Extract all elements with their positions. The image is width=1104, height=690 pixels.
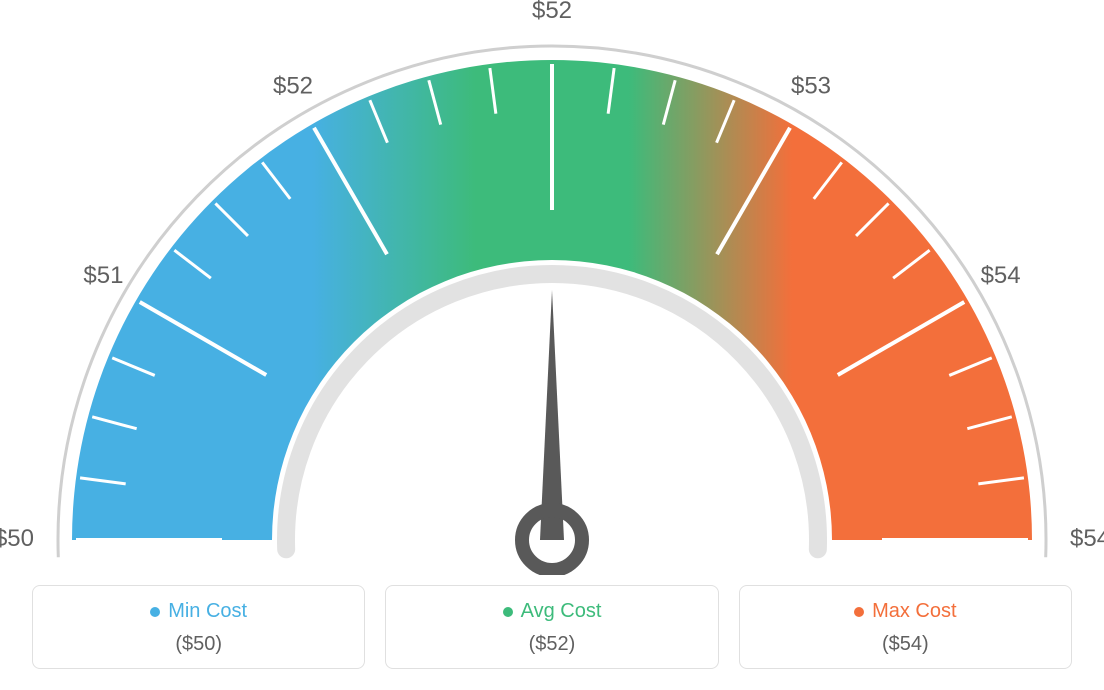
legend-max-title: Max Cost xyxy=(740,600,1071,623)
dot-min xyxy=(150,607,160,617)
legend-row: Min Cost ($50) Avg Cost ($52) Max Cost (… xyxy=(32,585,1072,669)
svg-text:$50: $50 xyxy=(0,525,34,552)
legend-min-value: ($50) xyxy=(33,633,364,656)
svg-text:$51: $51 xyxy=(83,262,123,289)
cost-gauge-container: $50 $51 $52 $52 $53 $54 $54 Min Cost ($50) Avg… xyxy=(0,0,1104,690)
gauge-svg: $50 $51 $52 $52 $53 $54 $54 xyxy=(0,0,1104,575)
legend-avg-value: ($52) xyxy=(386,633,717,656)
svg-text:$52: $52 xyxy=(532,0,572,24)
svg-text:$53: $53 xyxy=(791,72,831,99)
gauge-chart: $50 $51 $52 $52 $53 $54 $54 xyxy=(0,0,1104,575)
legend-max-label: Max Cost xyxy=(872,600,956,623)
dot-avg xyxy=(503,607,513,617)
legend-avg-title: Avg Cost xyxy=(386,600,717,623)
legend-card-avg: Avg Cost ($52) xyxy=(385,585,718,669)
legend-card-min: Min Cost ($50) xyxy=(32,585,365,669)
legend-card-max: Max Cost ($54) xyxy=(739,585,1072,669)
svg-text:$52: $52 xyxy=(273,72,313,99)
legend-min-label: Min Cost xyxy=(168,600,247,623)
legend-min-title: Min Cost xyxy=(33,600,364,623)
svg-text:$54: $54 xyxy=(981,262,1021,289)
svg-text:$54: $54 xyxy=(1070,525,1104,552)
legend-avg-label: Avg Cost xyxy=(521,600,602,623)
legend-max-value: ($54) xyxy=(740,633,1071,656)
dot-max xyxy=(854,607,864,617)
